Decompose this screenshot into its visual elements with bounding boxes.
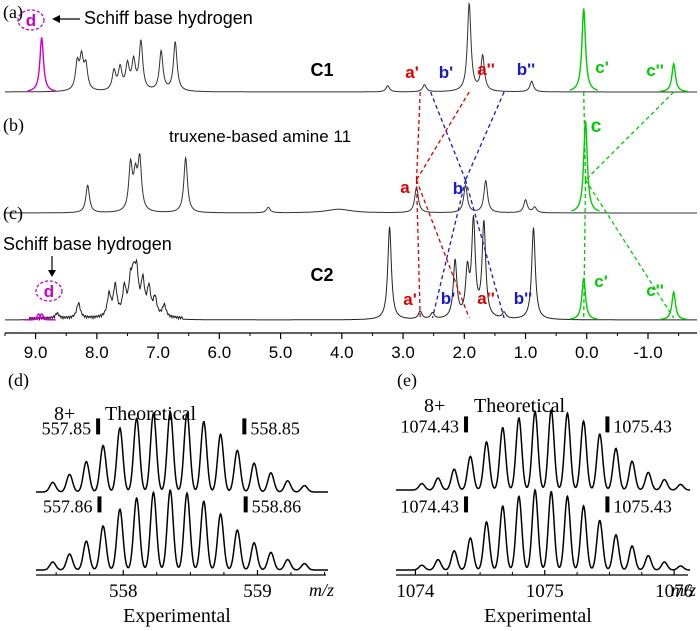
assignment-label: d	[26, 11, 36, 30]
ms-marker	[464, 416, 469, 433]
ms-x-tick-label: 1074	[396, 581, 435, 602]
assignment-label: a''	[477, 289, 495, 308]
panel-label: (a)	[3, 2, 23, 23]
assignment-label: a'	[403, 290, 417, 309]
ms-marker-label: 557.85	[42, 418, 92, 438]
ms-bottom-title: Experimental	[484, 605, 592, 627]
ms-top-title-e: Theoretical	[474, 395, 565, 417]
assignment-label: a''	[477, 60, 495, 79]
nmr-trace-2	[5, 153, 697, 214]
nmr-trace-3	[5, 215, 697, 322]
ms-marker-label: 1075.43	[613, 416, 672, 436]
annotation-schiff-a: Schiff base hydrogen	[84, 8, 253, 28]
ms-marker	[605, 416, 610, 433]
ms-marker-label: 558.86	[252, 496, 301, 516]
nmr-x-tick-label: 9.0	[24, 343, 48, 362]
correlation-line	[464, 91, 505, 181]
assignment-label: b'	[441, 289, 455, 308]
assignment-label: b''	[514, 289, 532, 308]
panel-label-d: (d)	[8, 370, 29, 391]
annotation-schiff-c: Schiff base hydrogen	[3, 234, 172, 254]
ms-x-tick-label: 1076	[655, 581, 693, 602]
nmr-x-tick-label: 6.0	[208, 343, 232, 362]
assignment-label: c''	[646, 281, 664, 300]
ms-x-label: m/z	[671, 580, 696, 600]
correlation-line	[464, 179, 505, 319]
assignment-label: a	[400, 178, 410, 197]
panel-label-e: (e)	[397, 370, 417, 391]
assignment-label: c'	[595, 58, 609, 77]
arrow-head-icon	[52, 15, 60, 23]
nmr-x-tick-label: 0.0	[575, 343, 599, 362]
ms-trace-theoretical	[36, 411, 328, 493]
ms-charge-d: 8+	[54, 403, 75, 425]
assignment-label: a'	[405, 63, 419, 82]
ms-marker-label: 557.86	[43, 496, 93, 516]
nmr-colored-peak	[569, 8, 598, 91]
d-ellipse	[35, 280, 63, 302]
correlation-line	[431, 179, 467, 319]
assignment-label: c'	[594, 272, 608, 291]
assignment-label: b'	[439, 63, 453, 82]
nmr-x-tick-label: 5.0	[269, 343, 293, 362]
correlation-line	[583, 91, 587, 181]
nmr-x-tick-label: 8.0	[85, 343, 109, 362]
ms-x-tick-label: 1075	[526, 581, 564, 602]
nmr-colored-peak	[27, 313, 56, 321]
nmr-trace-1	[5, 1, 697, 93]
ms-bottom-title: Experimental	[123, 605, 231, 627]
ms-marker	[605, 496, 610, 513]
ms-x-tick-label: 558	[109, 581, 138, 602]
nmr-colored-peak	[659, 61, 688, 93]
ms-top-title-d: Theoretical	[105, 403, 196, 425]
assignment-label: c''	[646, 61, 664, 80]
correlation-line	[415, 179, 421, 319]
nmr-x-tick-label: 1.0	[514, 343, 538, 362]
correlation-line	[583, 179, 587, 319]
panel-label: (b)	[3, 115, 24, 136]
assignment-label: c	[591, 116, 602, 137]
compound-label-amine: truxene-based amine 11	[169, 127, 351, 146]
assignment-label: b	[453, 179, 463, 198]
ms-marker	[464, 496, 469, 513]
nmr-x-tick-label: 2.0	[452, 343, 476, 362]
compound-label-c1: C1	[310, 60, 333, 80]
panel-label: (c)	[3, 203, 23, 224]
ms-marker	[97, 496, 102, 513]
arrow-head-icon	[48, 270, 56, 277]
assignment-label: d	[44, 282, 54, 301]
nmr-colored-peak	[571, 120, 600, 212]
ms-marker-label: 1074.43	[401, 496, 460, 516]
correlation-line	[584, 179, 675, 319]
ms-x-tick-label: 559	[243, 581, 272, 602]
compound-label-c2: C2	[310, 265, 333, 285]
ms-trace-experimental	[396, 488, 690, 571]
ms-marker-label: 558.85	[250, 418, 299, 438]
ms-x-label: m/z	[309, 580, 334, 600]
ms-marker	[243, 496, 248, 513]
nmr-colored-peak	[659, 289, 688, 321]
nmr-colored-peak	[27, 37, 56, 92]
correlation-line	[415, 179, 470, 319]
ms-trace-theoretical	[396, 409, 690, 491]
ms-trace-experimental	[36, 489, 328, 571]
ms-marker-label: 1074.43	[401, 416, 460, 436]
ms-marker	[96, 418, 101, 435]
ms-marker-label: 1075.43	[613, 496, 672, 516]
correlation-line	[430, 91, 467, 181]
correlation-line	[415, 91, 470, 181]
nmr-x-tick-label: 3.0	[391, 343, 415, 362]
d-ellipse	[17, 9, 45, 31]
nmr-x-tick-label: 4.0	[330, 343, 354, 362]
ms-charge-e: 8+	[424, 395, 445, 417]
ms-marker	[242, 418, 247, 435]
assignment-label: b''	[517, 60, 535, 79]
nmr-x-tick-label: -1.0	[633, 343, 662, 362]
nmr-x-tick-label: 7.0	[146, 343, 170, 362]
correlation-line	[415, 91, 421, 181]
